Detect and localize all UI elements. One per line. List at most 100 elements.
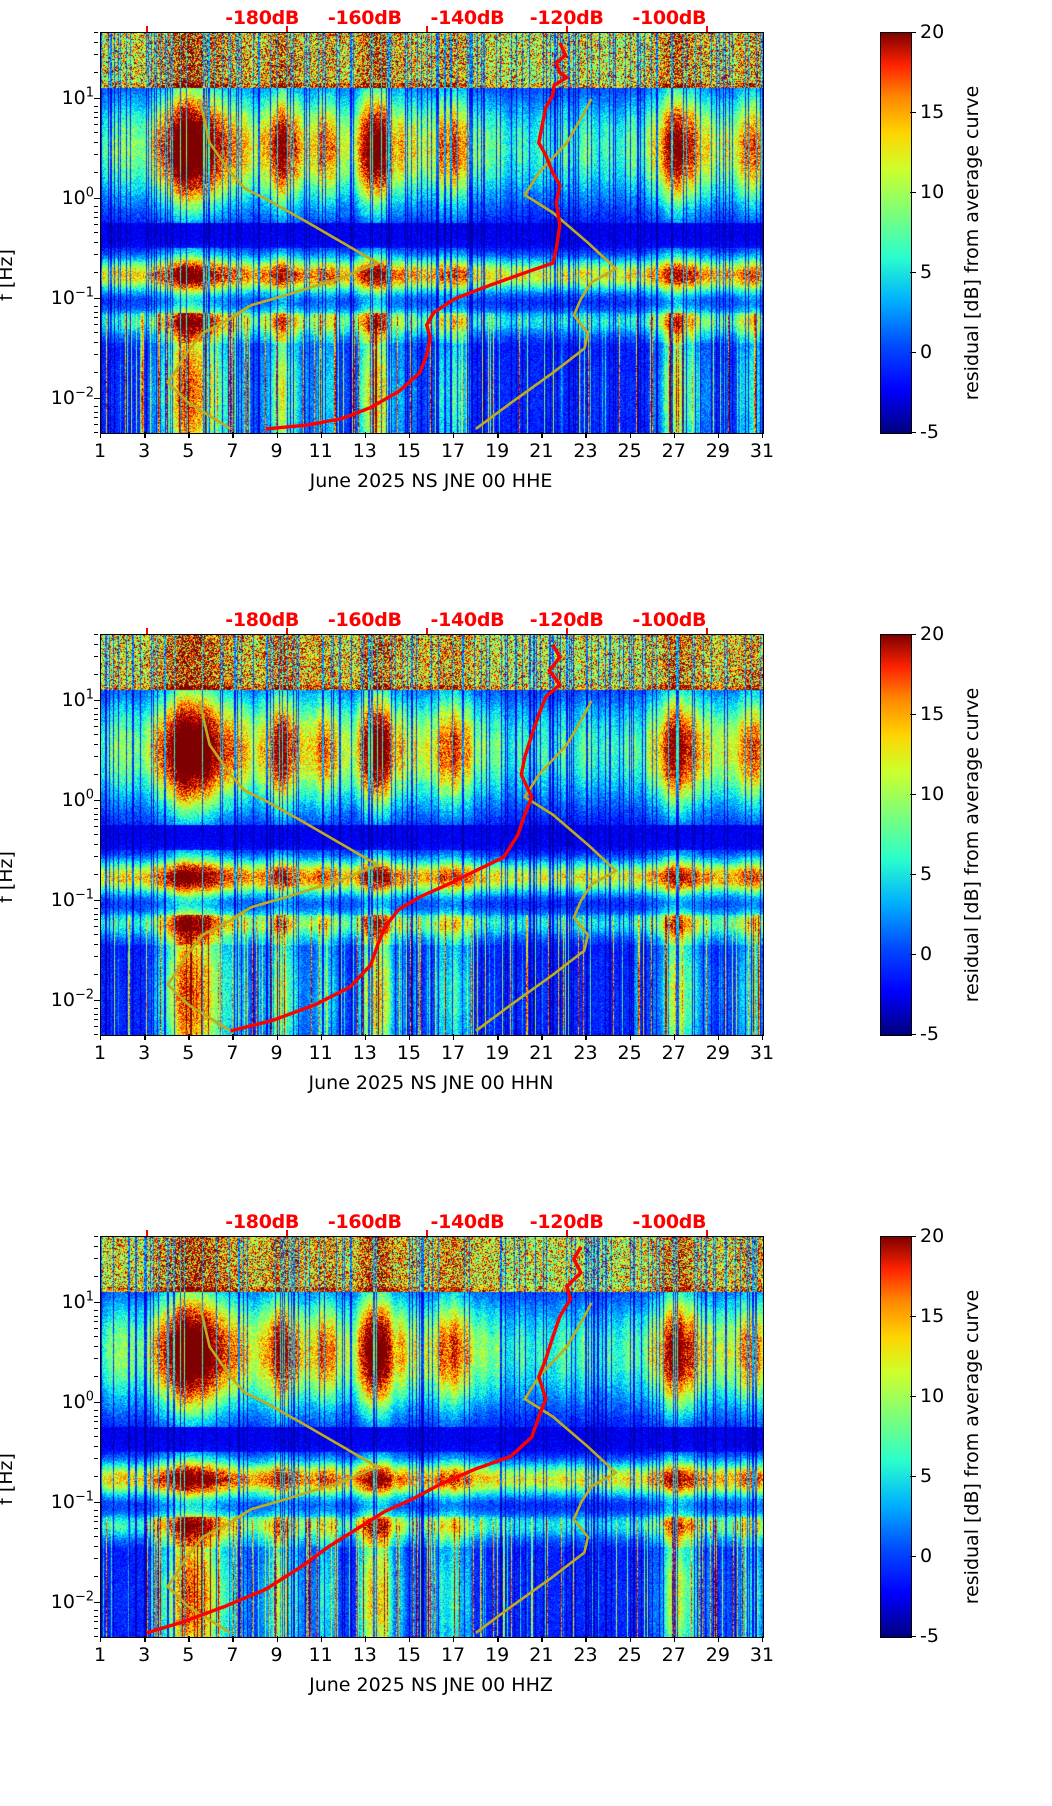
- x-tick-label: 25: [617, 1644, 642, 1666]
- colorbar-tick-mark: [910, 794, 916, 796]
- colorbar-tick-mark: [910, 1556, 916, 1558]
- x-tick-mark: [453, 432, 455, 438]
- y-minor-tick: [94, 254, 98, 256]
- x-tick-mark: [585, 1034, 587, 1040]
- x-tick-label: 9: [270, 1042, 283, 1064]
- y-minor-tick: [94, 171, 98, 173]
- y-minor-tick: [94, 206, 98, 208]
- top-db-label-160: -160dB: [327, 7, 402, 29]
- spectrogram-axes-hhn: [100, 634, 764, 1036]
- x-tick-label: 7: [226, 1042, 239, 1064]
- y-minor-tick: [94, 417, 98, 419]
- y-minor-tick: [94, 1615, 98, 1617]
- y-minor-tick: [94, 919, 98, 921]
- colorbar-tick-mark: [910, 352, 916, 354]
- colorbar-tick-mark: [910, 1396, 916, 1398]
- x-tick-label: 15: [396, 1644, 422, 1666]
- x-tick-label: 21: [529, 1644, 554, 1666]
- x-axis-hhz: 1 3 5 7 9 11 13 15 17 19 21 23 25 27 29 31: [94, 1636, 774, 1682]
- spectrogram-axes-hhe: [100, 32, 764, 434]
- colorbar-tick-mark: [910, 32, 916, 34]
- colorbar-tick-label: 15: [920, 1305, 945, 1327]
- y-minor-tick: [94, 232, 98, 233]
- y-tick-1e0: 100: [61, 1389, 94, 1413]
- colorbar-tick-mark: [910, 1476, 916, 1478]
- x-tick-label: 29: [705, 440, 730, 462]
- y-minor-tick: [94, 1310, 98, 1312]
- x-tick-mark: [364, 432, 367, 438]
- x-tick-mark: [144, 1636, 146, 1642]
- y-minor-tick: [94, 1258, 98, 1260]
- x-tick-mark: [364, 1034, 367, 1040]
- x-tick-mark: [717, 432, 720, 438]
- top-db-tick-mark: [565, 26, 568, 33]
- y-minor-tick: [94, 132, 98, 133]
- y-minor-tick: [94, 354, 98, 356]
- y-minor-tick: [94, 54, 98, 56]
- y-minor-tick: [94, 734, 98, 735]
- colorbar-tick-label: 15: [920, 101, 945, 123]
- y-minor-tick: [94, 1034, 98, 1035]
- x-tick-label: 19: [485, 1644, 510, 1666]
- colorbar-tick-mark: [910, 192, 916, 194]
- y-minor-tick: [94, 1345, 98, 1347]
- x-tick-label: 19: [485, 1042, 510, 1064]
- top-db-label-180: -180dB: [225, 1211, 300, 1233]
- colorbar-tick-mark: [910, 1034, 916, 1036]
- x-tick-mark: [276, 1034, 278, 1040]
- colorbar-hhe: [880, 32, 912, 434]
- y-minor-tick: [94, 32, 98, 33]
- colorbar-tick-label: 10: [920, 783, 945, 805]
- x-tick-mark: [717, 1636, 720, 1642]
- y-minor-tick: [94, 1575, 98, 1577]
- colorbar-tick-mark: [910, 112, 916, 114]
- y-minor-tick: [94, 826, 98, 828]
- colorbar-tick-mark: [910, 954, 916, 956]
- colorbar-tick-mark: [910, 1636, 916, 1638]
- y-minor-tick: [94, 124, 98, 126]
- x-tick-mark: [541, 1034, 543, 1040]
- y-minor-tick: [94, 211, 98, 213]
- y-minor-tick: [94, 1510, 98, 1512]
- colorbar-tick-mark: [910, 714, 916, 716]
- y-minor-tick: [94, 432, 98, 433]
- x-tick-label: 31: [749, 1042, 775, 1064]
- x-tick-mark: [762, 432, 764, 438]
- x-tick-label: 3: [138, 440, 151, 462]
- top-db-tick-mark: [145, 26, 148, 33]
- x-tick-mark: [100, 1636, 102, 1642]
- x-axis-hhn: 1 3 5 7 9 11 13 15 17 19 21 23 25 27 29 31: [94, 1034, 774, 1080]
- colorbar-tick-label: 20: [920, 21, 945, 43]
- x-tick-label: 25: [617, 1042, 642, 1064]
- y-minor-tick: [94, 1545, 98, 1547]
- y-axis-label: f [Hz]: [0, 851, 17, 903]
- x-tick-mark: [717, 1034, 720, 1040]
- top-db-label-120: -120dB: [529, 1211, 604, 1233]
- top-db-label-140: -140dB: [430, 609, 505, 631]
- top-db-label-100: -100dB: [632, 1211, 707, 1233]
- colorbar-tick-mark: [910, 272, 916, 274]
- x-tick-mark: [585, 1636, 587, 1642]
- x-tick-mark: [762, 1636, 764, 1642]
- y-minor-tick: [94, 406, 98, 408]
- colorbar-label-hhn: residual [dB] from average curve: [961, 687, 983, 1003]
- x-tick-label: 29: [705, 1042, 730, 1064]
- y-minor-tick: [94, 908, 98, 910]
- y-minor-tick: [94, 1536, 98, 1537]
- top-db-tick-mark: [705, 628, 708, 635]
- x-tick-label: 15: [396, 440, 422, 462]
- x-tick-mark: [276, 432, 278, 438]
- y-axis-hhz: f [Hz] 101 100 10−1 10−2: [0, 1236, 100, 1637]
- x-tick-mark: [232, 1636, 234, 1642]
- colorbar-tick-mark: [910, 634, 916, 636]
- y-minor-tick: [94, 926, 98, 928]
- x-tick-mark: [497, 432, 499, 438]
- y-minor-tick: [94, 1019, 98, 1021]
- spectrogram-image-hhn: [101, 635, 763, 1035]
- top-db-label-140: -140dB: [430, 7, 505, 29]
- y-minor-tick: [94, 41, 98, 43]
- top-db-label-140: -140dB: [430, 1211, 505, 1233]
- y-tick-1e1: 101: [61, 687, 94, 711]
- y-tick-1e-2: 10−2: [50, 385, 94, 409]
